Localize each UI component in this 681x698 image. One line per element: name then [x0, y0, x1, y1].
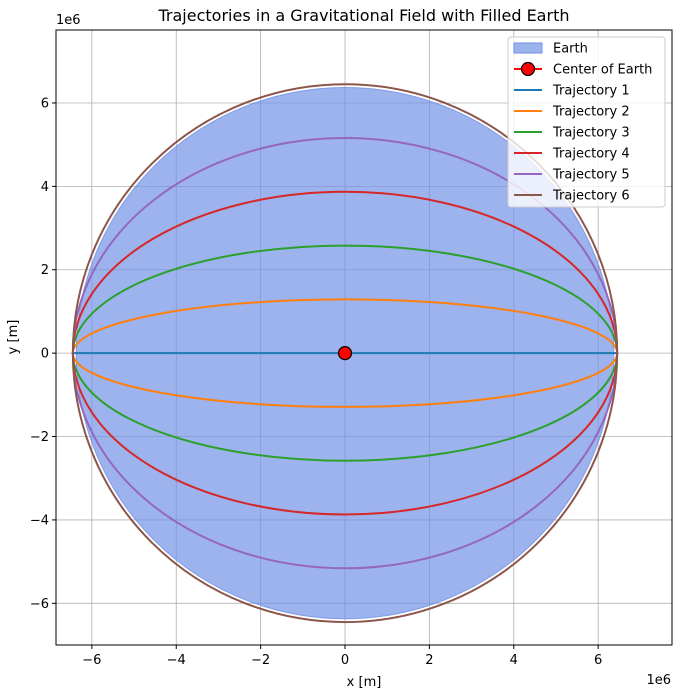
x-tick-label: 2: [425, 653, 433, 668]
legend-item: Center of Earth: [514, 61, 652, 78]
legend-item: Trajectory 1: [514, 84, 630, 99]
legend-item: Trajectory 5: [514, 168, 630, 183]
y-offset-label: 1e6: [56, 13, 81, 28]
legend-item: Trajectory 4: [514, 147, 630, 162]
legend-item: Trajectory 3: [514, 126, 630, 141]
x-tick-label: 6: [594, 653, 602, 668]
legend-label: Trajectory 1: [552, 84, 630, 99]
x-axis-label: x [m]: [347, 675, 382, 690]
legend-label: Trajectory 4: [552, 147, 630, 162]
legend-label: Trajectory 6: [552, 189, 630, 204]
legend: Earth Center of Earth Trajectory 1 Trajecto…: [507, 36, 666, 208]
legend-label: Center of Earth: [553, 63, 652, 78]
chart-title: Trajectories in a Gravitational Field wi…: [158, 6, 570, 25]
legend-item: Trajectory 2: [514, 105, 630, 120]
legend-label: Earth: [553, 42, 588, 57]
y-tick-label: 0: [41, 347, 49, 362]
x-axis-ticks: −6 −4 −2 0 2 4 6: [82, 645, 602, 668]
legend-swatch-center-marker: [520, 61, 536, 77]
y-axis-ticks: −6 −4 −2 0 2 4 6: [30, 96, 56, 612]
y-tick-label: −4: [30, 513, 49, 528]
legend-label: Trajectory 2: [552, 105, 630, 120]
x-tick-label: 0: [341, 653, 349, 668]
plot-frame: [55, 29, 673, 646]
y-tick-label: 6: [41, 96, 49, 111]
legend-swatch-earth: [513, 42, 543, 54]
legend-frame: [507, 36, 666, 208]
y-tick-label: 2: [41, 263, 49, 278]
center-of-earth-marker: [337, 346, 353, 361]
legend-items: Earth Center of Earth Trajectory 1 Trajecto…: [513, 42, 652, 204]
series-layer: [71, 83, 619, 624]
y-tick-label: −6: [30, 597, 49, 612]
trajectory-6-line: [71, 83, 619, 624]
legend-item: Trajectory 6: [514, 189, 630, 204]
y-axis-label: y [m]: [6, 320, 21, 355]
x-tick-label: 4: [510, 653, 518, 668]
legend-label: Trajectory 3: [552, 126, 630, 141]
x-offset-label: 1e6: [646, 673, 671, 688]
center-layer: [337, 346, 353, 361]
legend-label: Trajectory 5: [552, 168, 630, 183]
y-tick-label: −2: [30, 430, 49, 445]
y-tick-label: 4: [41, 180, 49, 195]
x-tick-label: −4: [167, 653, 186, 668]
legend-item: Earth: [513, 42, 588, 57]
x-tick-label: −6: [82, 653, 101, 668]
x-tick-label: −2: [251, 653, 270, 668]
